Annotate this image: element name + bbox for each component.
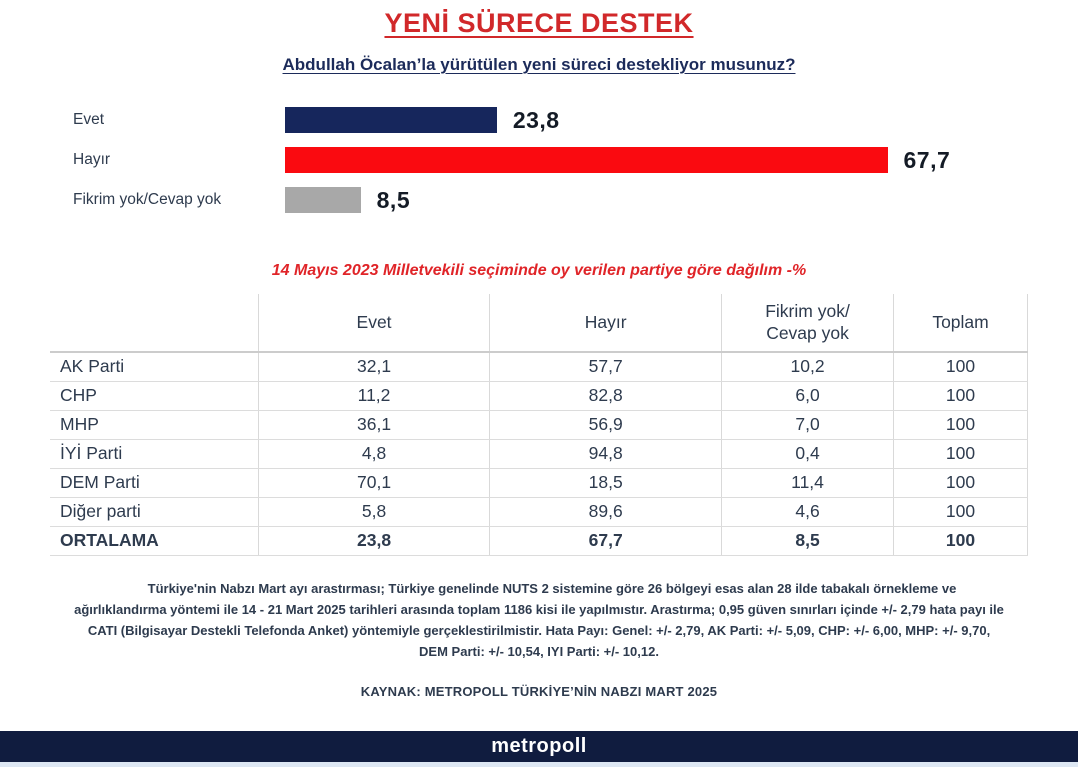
bar-track: 8,5 — [285, 180, 410, 220]
value-cell: 11,4 — [721, 468, 895, 498]
bar-category-label: Fikrim yok/Cevap yok — [73, 191, 222, 208]
value-cell: 18,5 — [489, 468, 723, 498]
value-cell: 23,8 — [258, 526, 491, 556]
table-row: Diğer parti 5,8 89,6 4,6 100 — [50, 497, 1028, 527]
value-cell: 6,0 — [721, 381, 895, 411]
value-cell: 4,8 — [258, 439, 491, 469]
value-cell: 57,7 — [489, 352, 723, 382]
value-cell: 82,8 — [489, 381, 723, 411]
value-cell: 0,4 — [721, 439, 895, 469]
value-cell: 5,8 — [258, 497, 491, 527]
bar-row: Hayır 67,7 — [73, 140, 1078, 180]
value-cell: 100 — [893, 468, 1028, 498]
value-cell: 100 — [893, 526, 1028, 556]
party-name-cell: MHP — [50, 410, 259, 440]
table-row: İYİ Parti 4,8 94,8 0,4 100 — [50, 439, 1028, 469]
column-header: Toplam — [893, 294, 1028, 353]
value-cell: 70,1 — [258, 468, 491, 498]
bar-value-label: 8,5 — [376, 186, 411, 213]
column-header: Evet — [258, 294, 491, 353]
value-cell: 100 — [893, 352, 1028, 382]
bar-row: Fikrim yok/Cevap yok 8,5 — [73, 180, 1078, 220]
support-bar-chart: Evet 23,8 Hayır 67,7 Fikrim yok/Cevap yok 8,5 — [0, 100, 1078, 220]
value-cell: 89,6 — [489, 497, 723, 527]
table-row: MHP 36,1 56,9 7,0 100 — [50, 410, 1028, 440]
bar-value-label: 67,7 — [903, 146, 951, 173]
bar-value-label: 23,8 — [512, 106, 560, 133]
bar-segment — [285, 147, 888, 173]
bar-segment — [285, 107, 497, 133]
value-cell: 7,0 — [721, 410, 895, 440]
party-name-cell: DEM Parti — [50, 468, 259, 498]
bar-track: 67,7 — [285, 140, 950, 180]
value-cell: 32,1 — [258, 352, 491, 382]
column-header: Hayır — [489, 294, 723, 353]
table-row: AK Parti 32,1 57,7 10,2 100 — [50, 352, 1028, 382]
footer-accent-strip — [0, 762, 1078, 767]
table-header-row: Evet Hayır Fikrim yok/ Cevap yok Toplam — [50, 294, 1028, 353]
bar-track: 23,8 — [285, 100, 560, 140]
source-line: KAYNAK: METROPOLL TÜRKİYE’NİN NABZI MART… — [360, 683, 718, 699]
value-cell: 67,7 — [489, 526, 723, 556]
table-row: ORTALAMA 23,8 67,7 8,5 100 — [50, 526, 1028, 556]
metropoll-logo: metropoll — [491, 735, 587, 757]
value-cell: 94,8 — [489, 439, 723, 469]
party-name-cell: ORTALAMA — [50, 526, 259, 556]
bar-rows: Evet 23,8 Hayır 67,7 Fikrim yok/Cevap yok 8,5 — [73, 100, 1078, 220]
bar-category-label: Evet — [73, 111, 105, 128]
value-cell: 100 — [893, 410, 1028, 440]
value-cell: 4,6 — [721, 497, 895, 527]
page-title: YENİ SÜRECE DESTEK — [384, 8, 694, 38]
party-name-cell: CHP — [50, 381, 259, 411]
bar-row: Evet 23,8 — [73, 100, 1078, 140]
table-row: DEM Parti 70,1 18,5 11,4 100 — [50, 468, 1028, 498]
value-cell: 100 — [893, 381, 1028, 411]
party-breakdown-title: 14 Mayıs 2023 Milletvekili seçiminde oy … — [271, 262, 807, 279]
footer-bar: metropoll — [0, 731, 1078, 762]
column-header: Fikrim yok/ Cevap yok — [721, 294, 895, 353]
value-cell: 36,1 — [258, 410, 491, 440]
bar-category-label: Hayır — [73, 151, 111, 168]
table-row: CHP 11,2 82,8 6,0 100 — [50, 381, 1028, 411]
value-cell: 100 — [893, 439, 1028, 469]
value-cell: 10,2 — [721, 352, 895, 382]
value-cell: 8,5 — [721, 526, 895, 556]
value-cell: 56,9 — [489, 410, 723, 440]
party-name-cell: Diğer parti — [50, 497, 259, 527]
party-name-cell: İYİ Parti — [50, 439, 259, 469]
poll-question: Abdullah Öcalan’la yürütülen yeni süreci… — [282, 55, 796, 74]
party-results-table: Evet Hayır Fikrim yok/ Cevap yok Toplam AK … — [50, 294, 1028, 556]
value-cell: 100 — [893, 497, 1028, 527]
party-table-wrap: Evet Hayır Fikrim yok/ Cevap yok Toplam AK … — [50, 294, 1028, 556]
methodology-footnote: Türkiye'nin Nabzı Mart ayı arastırması; … — [74, 580, 1004, 659]
column-header — [50, 294, 259, 353]
party-name-cell: AK Parti — [50, 352, 259, 382]
value-cell: 11,2 — [258, 381, 491, 411]
bar-segment — [285, 187, 361, 213]
